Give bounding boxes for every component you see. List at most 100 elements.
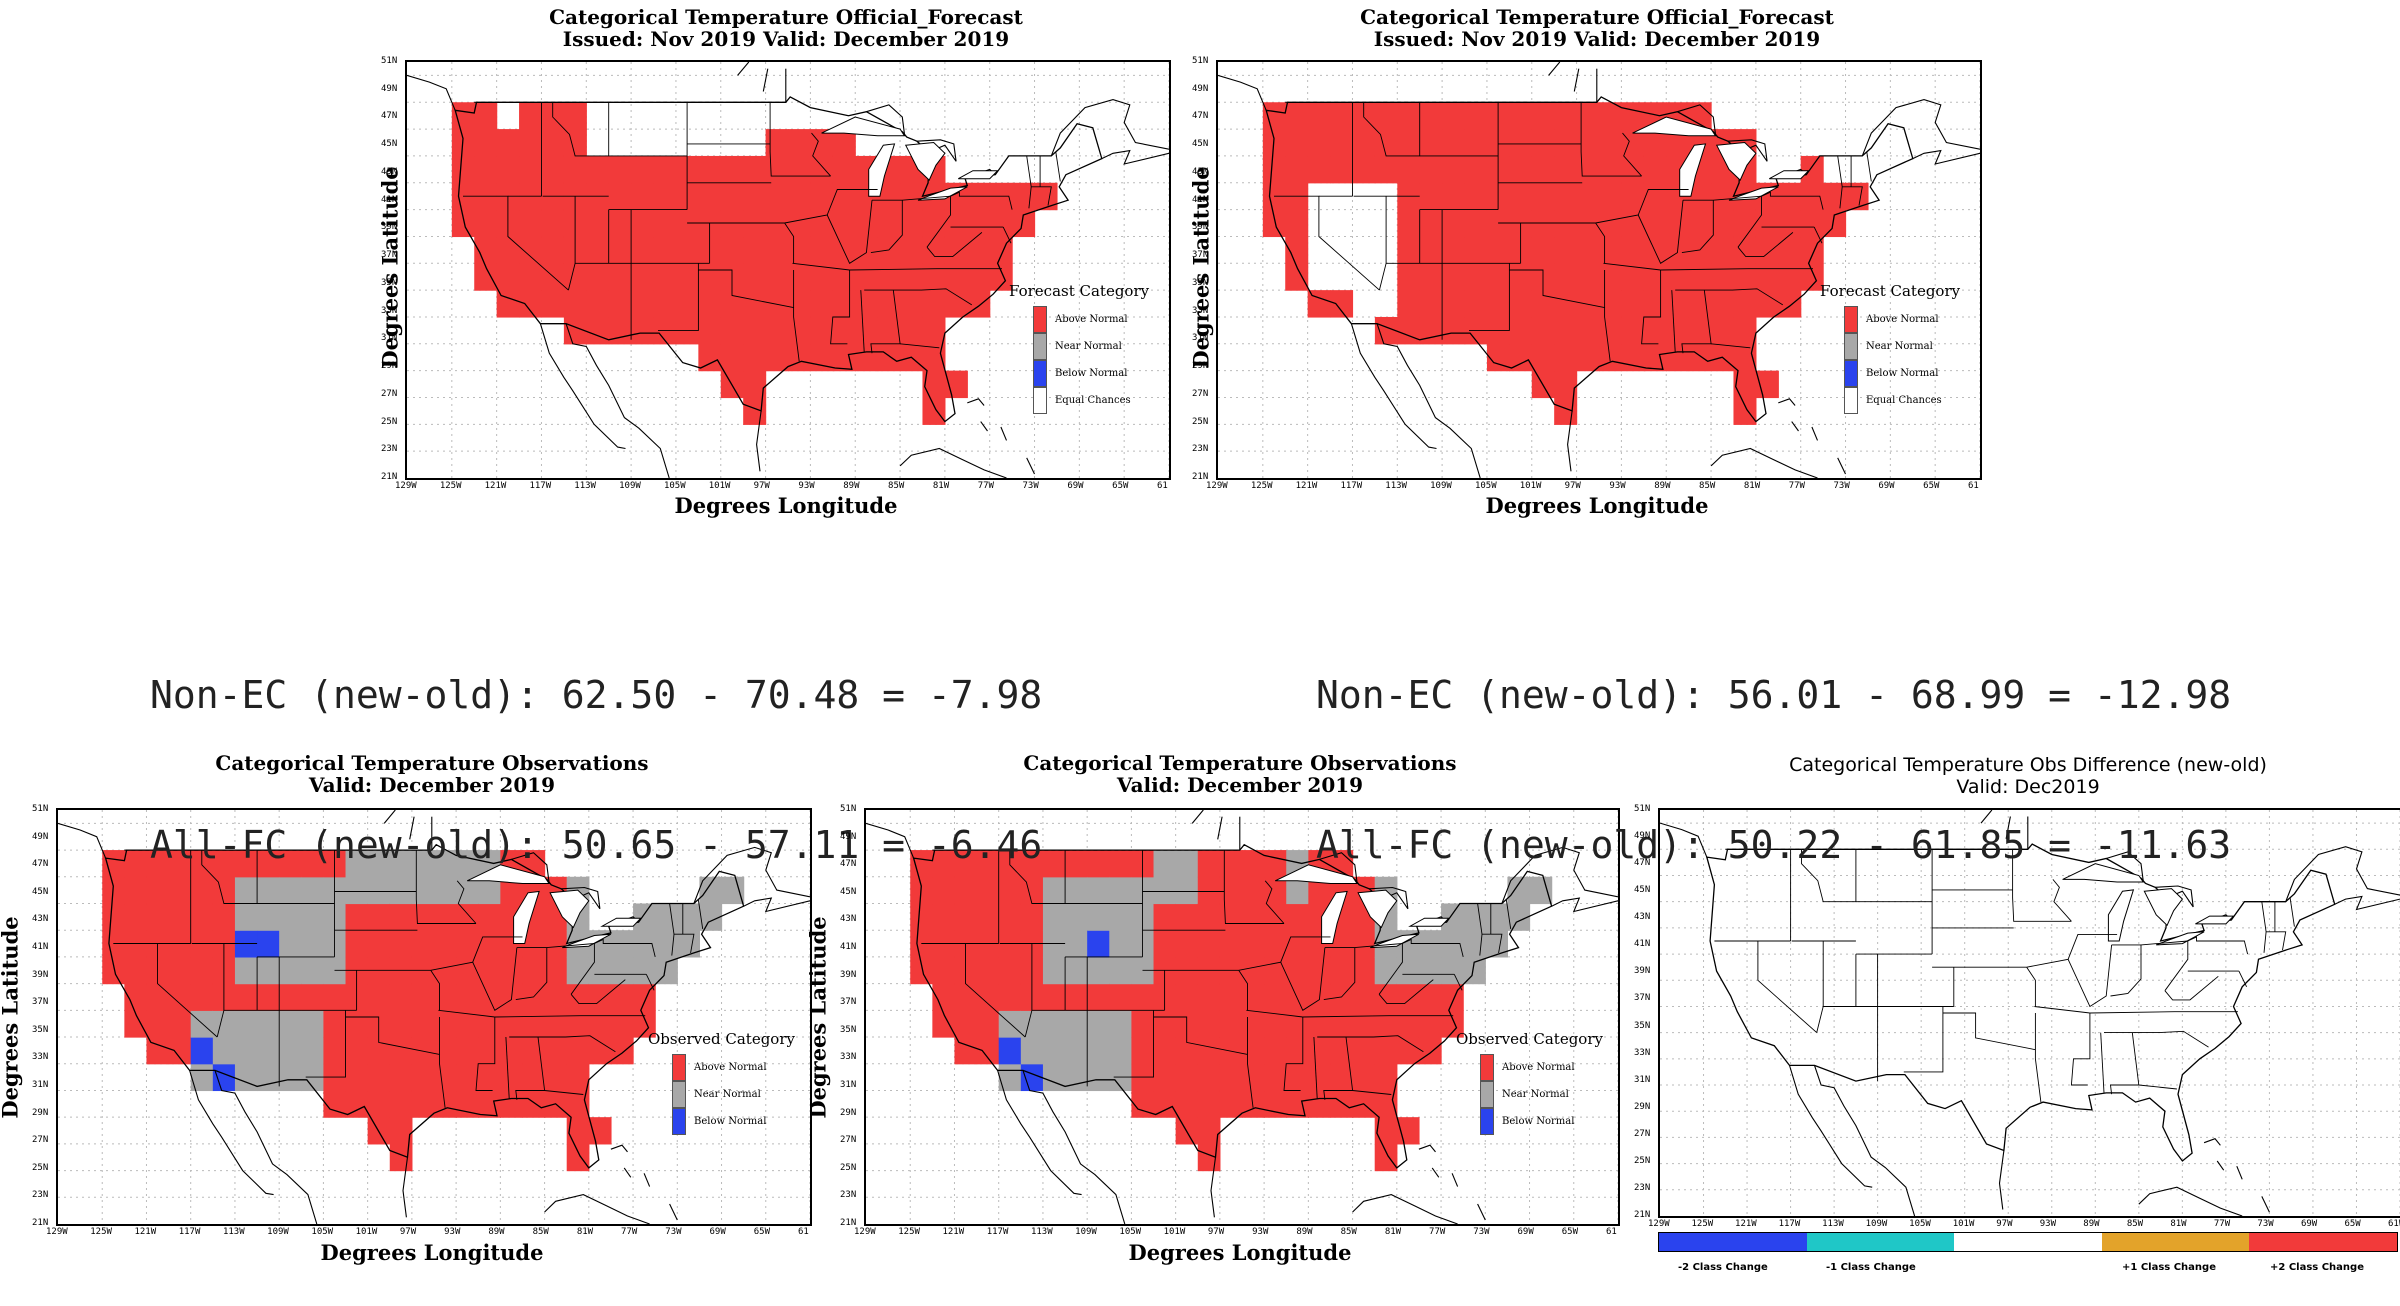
grid-cell-above — [1286, 956, 1309, 985]
x-tick-label: 97W — [399, 1227, 417, 1237]
grid-cell-above — [1419, 316, 1443, 345]
grid-cell-above — [124, 903, 148, 931]
y-tick-label: 25N — [32, 1162, 49, 1173]
grid-cell-near — [1065, 1037, 1088, 1065]
grid-cell-above — [608, 290, 632, 318]
coastline — [2334, 895, 2400, 911]
grid-cell-above — [1621, 155, 1645, 184]
grid-cell-above — [1419, 102, 1443, 130]
grid-cell-above — [1486, 263, 1510, 291]
grid-cell-near — [1042, 956, 1066, 985]
grid-cell-above — [788, 209, 812, 238]
map-obs-diff — [1658, 808, 2400, 1218]
grid-cell-near — [699, 903, 723, 931]
x-tick-label: 77W — [977, 481, 994, 491]
state-boundary — [1509, 269, 1605, 309]
state-boundary — [864, 288, 973, 306]
grid-cell-above — [1285, 236, 1309, 264]
coastline — [1026, 457, 1035, 475]
y-tick-label: 45N — [381, 139, 398, 150]
grid-cell-near — [1042, 903, 1066, 931]
grid-cell-above — [1599, 102, 1623, 130]
grid-cell-above — [1800, 155, 1824, 184]
state-boundary — [1402, 938, 1464, 958]
grid-cell-above — [1087, 983, 1110, 1011]
x-tick-label: 109W — [267, 1227, 289, 1237]
grid-cell-above — [976, 903, 1000, 931]
grid-cell-above — [900, 236, 924, 264]
state-boundary — [305, 1010, 346, 1078]
state-boundary — [1469, 263, 1510, 331]
grid-cell-above — [566, 1143, 590, 1172]
coastline — [1813, 1065, 1916, 1216]
great-lake — [1274, 864, 1358, 884]
legend-swatch — [672, 1081, 686, 1108]
grid-cell-above — [1531, 236, 1555, 264]
grid-cell-above — [1330, 850, 1354, 878]
great-lake — [1357, 889, 1398, 929]
grid-cell-near — [1020, 1010, 1044, 1038]
y-tick-label: 29N — [1634, 1101, 1651, 1112]
grid-cell-above — [1109, 983, 1133, 1011]
grid-cell-near — [1463, 956, 1486, 985]
state-boundary — [1378, 943, 1403, 995]
map-legend: Forecast Category Above Normal Near Normal… — [1009, 282, 1149, 414]
grid-cell-above — [1262, 155, 1286, 184]
grid-cell-above — [922, 263, 946, 291]
colorbar-label: +2 Class Change — [2270, 1262, 2364, 1273]
grid-cell-above — [1042, 850, 1066, 878]
grid-cell-near — [257, 1063, 280, 1092]
grid-cell-above — [323, 1037, 347, 1065]
grid-cell-above — [168, 1010, 192, 1038]
coastline — [2203, 1138, 2221, 1146]
grid-cell-above — [1109, 850, 1133, 878]
state-boundary — [1714, 940, 1817, 1033]
grid-cell-above — [1823, 209, 1847, 238]
grid-cell-above — [832, 209, 856, 238]
legend-swatch — [1033, 306, 1047, 333]
x-tick-label: 89W — [843, 481, 860, 491]
y-tick-label: 25N — [840, 1162, 857, 1173]
grid-cell-above — [675, 263, 699, 291]
coastline — [756, 410, 762, 472]
x-tick-label: 77W — [2213, 1219, 2231, 1229]
x-tick-label: 93W — [798, 481, 815, 491]
grid-cell-above — [1442, 290, 1466, 318]
state-boundary — [1352, 1090, 1392, 1095]
state-boundary — [1453, 974, 1463, 991]
grid-cell-above — [1733, 209, 1757, 238]
x-tick-label: 121W — [484, 481, 507, 491]
map-svg — [58, 810, 810, 1224]
x-tick-label: 69W — [709, 1227, 726, 1237]
state-boundary — [1842, 186, 1863, 206]
state-boundary — [769, 102, 831, 177]
grid-cell-near — [234, 1037, 258, 1065]
map-obs-old — [864, 808, 1620, 1226]
x-tick-label: 89W — [2083, 1219, 2100, 1229]
legend-entry: Near Normal — [1820, 333, 1960, 360]
x-tick-label: 61 — [1157, 481, 1168, 491]
coastline — [2236, 1165, 2243, 1180]
grid-cell-above — [1285, 155, 1309, 184]
grid-cell-above — [474, 129, 498, 157]
grid-cell-above — [743, 182, 767, 211]
grid-cell-near — [234, 903, 258, 931]
state-boundary — [2067, 944, 2113, 1008]
grid-cell-above — [563, 155, 587, 184]
grid-cell-above — [389, 1063, 413, 1092]
state-boundary — [430, 970, 440, 1011]
great-lake — [1632, 116, 1717, 137]
grid-cell-above — [1442, 316, 1466, 345]
state-boundary — [2070, 1013, 2091, 1086]
grid-cell-above — [653, 263, 677, 291]
grid-cell-above — [877, 209, 901, 238]
state-boundary — [900, 343, 940, 349]
grid-cell-above — [1330, 155, 1354, 184]
state-boundary — [697, 899, 704, 929]
state-boundary — [658, 263, 699, 331]
grid-cell-above — [1733, 263, 1757, 291]
x-tick-label: 65W — [2344, 1219, 2361, 1229]
state-boundary — [475, 1017, 496, 1091]
grid-cell-above — [1599, 343, 1623, 372]
coastline — [544, 1194, 650, 1224]
